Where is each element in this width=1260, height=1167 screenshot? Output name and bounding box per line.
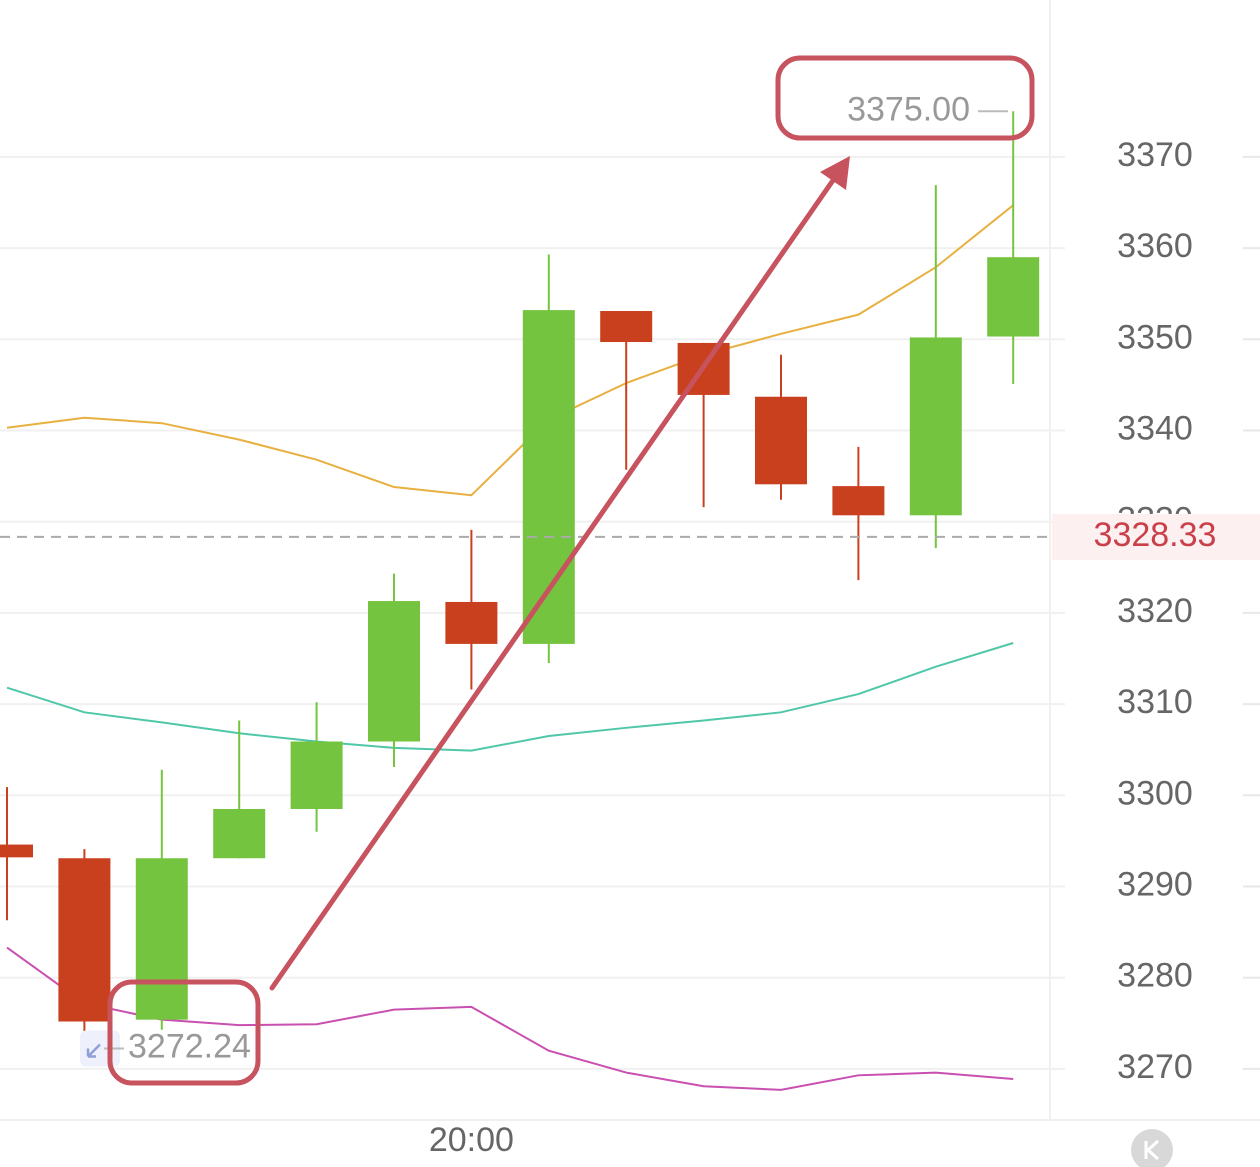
candle-body xyxy=(213,808,266,859)
x-tick-label: 20:00 xyxy=(429,1121,514,1159)
candle-body xyxy=(445,601,498,644)
candles xyxy=(0,111,1040,1049)
k-icon xyxy=(1144,1139,1160,1161)
grid: 3270328032903300331033203330334033503360… xyxy=(0,136,1260,1159)
candle-body xyxy=(600,311,653,343)
y-tick-label: 3350 xyxy=(1117,318,1193,356)
candle-body xyxy=(368,601,420,742)
y-tick-label: 3320 xyxy=(1117,592,1193,630)
highlight-box xyxy=(775,55,1035,141)
overlay: 3328.33 3375.00 3272.24 xyxy=(0,90,1260,1067)
y-tick-label: 3310 xyxy=(1117,683,1193,721)
low-icon xyxy=(86,1043,101,1058)
arrow-line xyxy=(269,173,839,991)
candle-body xyxy=(832,486,885,516)
candle-body xyxy=(290,741,343,809)
candle-body xyxy=(135,858,188,1020)
band-line xyxy=(6,946,1014,1091)
band-line xyxy=(6,204,1014,497)
y-tick-label: 3290 xyxy=(1117,865,1193,903)
candle-body xyxy=(0,844,33,858)
y-tick-label: 3340 xyxy=(1117,409,1193,447)
high-label: 3375.00 xyxy=(847,90,970,128)
band-line xyxy=(6,642,1014,752)
candle-body xyxy=(755,396,807,485)
candle-body xyxy=(987,257,1040,337)
low-label: 3272.24 xyxy=(128,1027,251,1065)
y-tick-label: 3360 xyxy=(1117,227,1193,265)
y-tick-label: 3280 xyxy=(1117,957,1193,995)
candle-body xyxy=(909,337,962,516)
arrow-head xyxy=(820,156,850,190)
y-tick-label: 3370 xyxy=(1117,136,1193,174)
current-price-label: 3328.33 xyxy=(1094,516,1217,554)
y-tick-label: 3270 xyxy=(1117,1048,1193,1086)
y-tick-label: 3300 xyxy=(1117,774,1193,812)
bands xyxy=(6,204,1014,1091)
highlight-box xyxy=(107,979,261,1086)
current-price-box xyxy=(1052,513,1260,560)
candle-body xyxy=(58,858,111,1022)
